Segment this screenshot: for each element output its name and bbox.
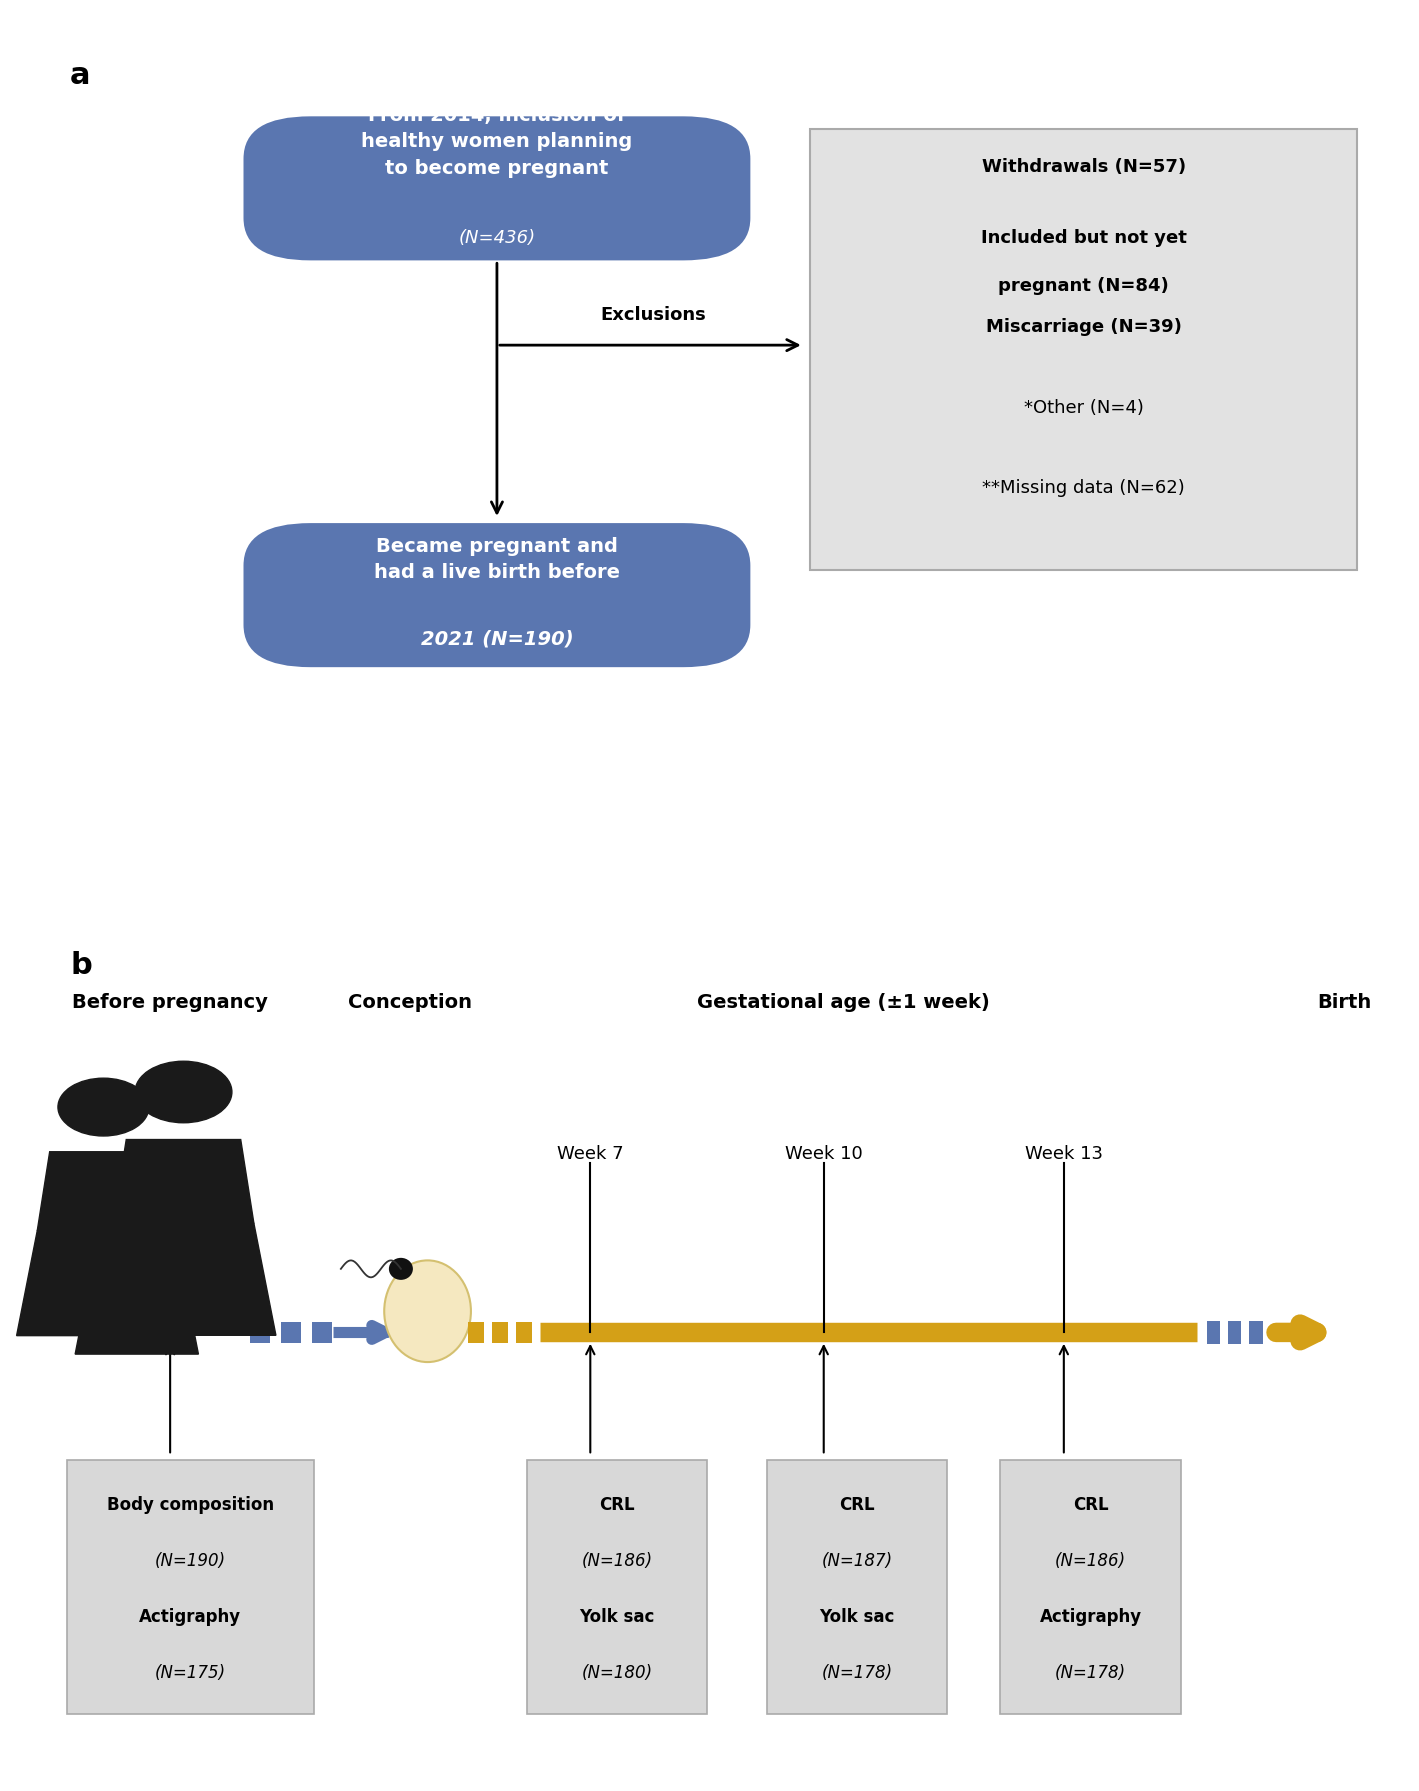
FancyBboxPatch shape	[526, 1460, 707, 1714]
Text: (N=180): (N=180)	[582, 1664, 653, 1682]
Text: Week 10: Week 10	[785, 1144, 863, 1162]
Text: *Other (N=4): *Other (N=4)	[1025, 399, 1144, 417]
FancyBboxPatch shape	[1000, 1460, 1181, 1714]
Text: (N=178): (N=178)	[822, 1664, 893, 1682]
FancyBboxPatch shape	[468, 1322, 484, 1343]
Text: Before pregnancy: Before pregnancy	[72, 994, 268, 1012]
FancyBboxPatch shape	[281, 1322, 301, 1343]
Text: 2021 (N=190): 2021 (N=190)	[420, 630, 573, 648]
Text: Included but not yet: Included but not yet	[981, 229, 1186, 247]
Text: Body composition: Body composition	[106, 1495, 274, 1515]
Polygon shape	[91, 1223, 275, 1336]
Text: Week 7: Week 7	[558, 1144, 623, 1162]
Text: pregnant (N=84): pregnant (N=84)	[999, 278, 1169, 296]
FancyBboxPatch shape	[244, 116, 751, 260]
FancyBboxPatch shape	[491, 1322, 508, 1343]
FancyBboxPatch shape	[244, 523, 751, 668]
FancyBboxPatch shape	[1206, 1320, 1220, 1345]
FancyBboxPatch shape	[768, 1460, 946, 1714]
FancyBboxPatch shape	[1227, 1320, 1242, 1345]
Polygon shape	[75, 1279, 199, 1354]
Text: Miscarriage (N=39): Miscarriage (N=39)	[986, 319, 1182, 337]
Polygon shape	[89, 1223, 183, 1279]
Text: CRL: CRL	[1073, 1495, 1108, 1515]
Text: Yolk sac: Yolk sac	[579, 1608, 654, 1626]
Text: Conception: Conception	[348, 994, 473, 1012]
Text: **Missing data (N=62): **Missing data (N=62)	[982, 478, 1185, 496]
FancyBboxPatch shape	[515, 1322, 532, 1343]
FancyBboxPatch shape	[67, 1460, 314, 1714]
Text: (N=187): (N=187)	[822, 1553, 893, 1571]
Text: (N=186): (N=186)	[1054, 1553, 1127, 1571]
FancyBboxPatch shape	[810, 129, 1357, 570]
Polygon shape	[37, 1152, 170, 1230]
Text: (N=175): (N=175)	[155, 1664, 226, 1682]
Text: Exclusions: Exclusions	[600, 306, 707, 324]
Text: b: b	[70, 951, 92, 980]
Text: Gestational age (±1 week): Gestational age (±1 week)	[697, 994, 990, 1012]
Text: Withdrawals (N=57): Withdrawals (N=57)	[982, 158, 1186, 176]
Text: Actigraphy: Actigraphy	[1040, 1608, 1141, 1626]
Text: CRL: CRL	[839, 1495, 876, 1515]
Text: (N=436): (N=436)	[458, 229, 535, 247]
Circle shape	[135, 1062, 231, 1123]
Text: (N=190): (N=190)	[155, 1553, 226, 1571]
Text: Week 13: Week 13	[1025, 1144, 1103, 1162]
Text: Actigraphy: Actigraphy	[139, 1608, 241, 1626]
Text: (N=186): (N=186)	[582, 1553, 653, 1571]
Text: a: a	[70, 61, 91, 90]
Polygon shape	[17, 1230, 190, 1336]
FancyBboxPatch shape	[1249, 1320, 1263, 1345]
Text: From 2014, inclusion of
healthy women planning
to become pregnant: From 2014, inclusion of healthy women pl…	[362, 106, 633, 177]
Ellipse shape	[385, 1261, 471, 1363]
Text: CRL: CRL	[599, 1495, 634, 1515]
Circle shape	[58, 1078, 149, 1135]
FancyBboxPatch shape	[250, 1322, 270, 1343]
Text: Birth: Birth	[1317, 994, 1371, 1012]
Text: Became pregnant and
had a live birth before: Became pregnant and had a live birth bef…	[375, 537, 620, 582]
Text: Yolk sac: Yolk sac	[819, 1608, 895, 1626]
Circle shape	[105, 1171, 169, 1213]
Ellipse shape	[389, 1257, 413, 1281]
Polygon shape	[114, 1139, 254, 1223]
FancyBboxPatch shape	[312, 1322, 332, 1343]
Text: (N=178): (N=178)	[1054, 1664, 1127, 1682]
